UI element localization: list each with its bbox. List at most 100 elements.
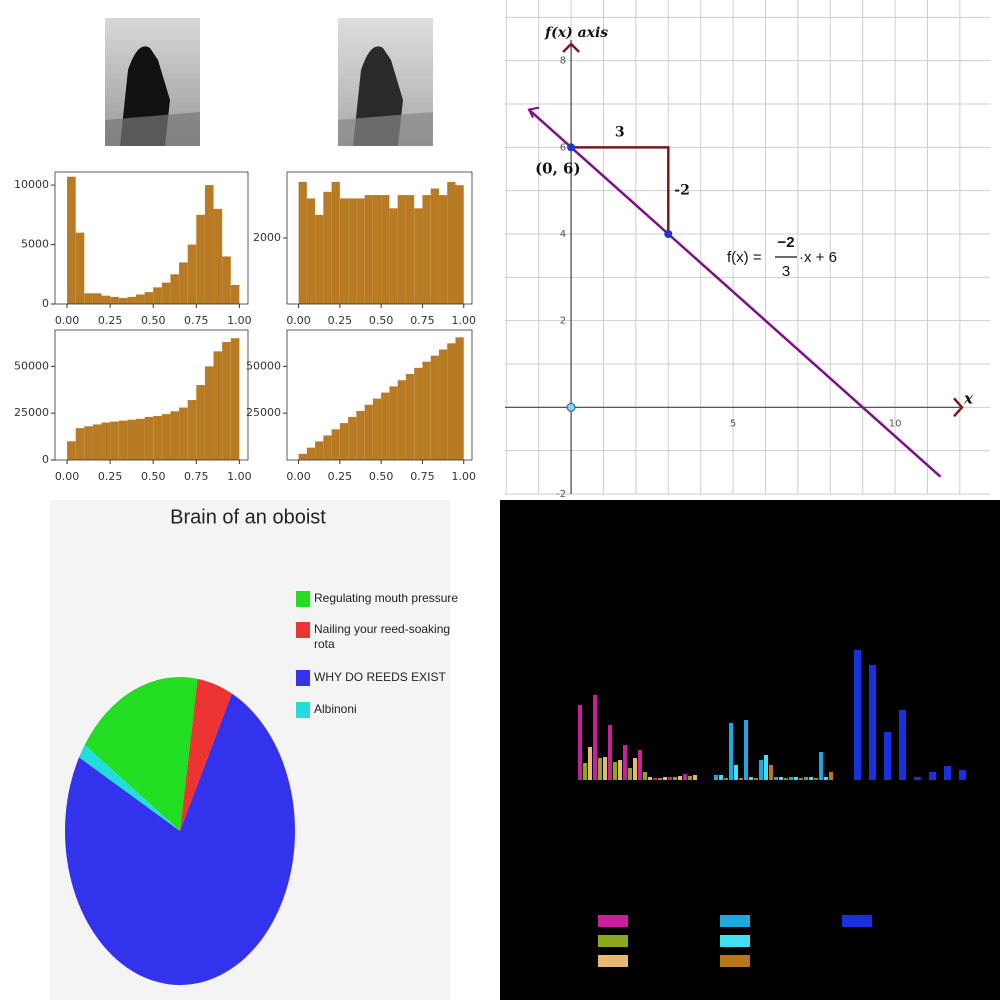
legend-label: Nailing your reed-soaking rota (314, 622, 451, 651)
bar (405, 374, 415, 460)
pie-slice (79, 744, 180, 831)
bar (381, 392, 390, 460)
bar (809, 777, 813, 780)
line (528, 108, 942, 478)
bar (422, 361, 431, 460)
bar (613, 762, 617, 780)
bar (779, 777, 783, 780)
bar (438, 349, 448, 460)
y-tick-label: 50000 (246, 359, 281, 372)
legend-swatch (296, 622, 310, 638)
x-axis-title: x (963, 389, 974, 407)
bar (789, 777, 793, 780)
bar (161, 414, 171, 460)
x-tick-label: 1.00 (451, 470, 476, 483)
x-tick-label: 0.00 (286, 470, 311, 483)
y-tick-label: -2 (556, 489, 566, 500)
x-tick-label: 0.00 (286, 314, 311, 327)
bar (331, 181, 340, 304)
bar (348, 198, 357, 304)
bar (734, 765, 738, 780)
bar (598, 758, 602, 780)
bar (583, 763, 587, 780)
bar (161, 282, 171, 304)
bar (438, 195, 448, 304)
bar (306, 198, 316, 304)
bar (135, 294, 145, 304)
y-tick-label: 10000 (14, 178, 49, 191)
bar (683, 774, 687, 780)
bar (944, 766, 951, 780)
bar (633, 758, 637, 780)
bar (339, 423, 349, 460)
y-tick-label: 4 (560, 229, 566, 240)
bar (389, 208, 398, 304)
bar (372, 195, 382, 304)
bar (623, 745, 627, 780)
bar (339, 198, 349, 304)
bar (824, 777, 828, 780)
x-tick-label: 0.00 (55, 314, 80, 327)
bar (618, 760, 622, 780)
bar (749, 777, 753, 780)
legend-label: Albinoni (314, 702, 357, 716)
bar (364, 195, 373, 304)
bar (884, 732, 891, 780)
bar (187, 400, 197, 460)
frame (54, 329, 249, 461)
chart-title: Brain of an oboist (170, 506, 326, 528)
legend-swatch (720, 935, 750, 947)
bar (222, 341, 231, 460)
x-tick-label: 1.00 (227, 470, 252, 483)
bar (323, 435, 332, 460)
bar (135, 418, 145, 460)
bar (348, 416, 357, 460)
x-tick-label: 0.25 (98, 470, 123, 483)
formula: ·x + 6 (799, 249, 837, 266)
y-tick-label: 2000 (253, 231, 281, 244)
bar (754, 778, 758, 780)
bar (648, 777, 652, 780)
x-tick-label: 1.00 (227, 314, 252, 327)
annotation: 3 (615, 124, 625, 140)
bar (414, 208, 423, 304)
bar (455, 185, 464, 304)
bar (405, 195, 415, 304)
bar (213, 351, 223, 460)
legend-swatch (598, 955, 628, 967)
bar (658, 778, 662, 780)
axis-arrow (953, 397, 964, 418)
bar (422, 195, 431, 304)
x-tick-label: 1.00 (451, 314, 476, 327)
bar (92, 293, 102, 304)
y-tick-label: 25000 (246, 406, 281, 419)
bar (447, 343, 456, 460)
bar (153, 287, 162, 304)
formula: 3 (782, 263, 790, 280)
annotation: (0, 6) (535, 159, 581, 177)
bar (455, 337, 464, 460)
bar (230, 284, 240, 304)
x-tick-label: 0.50 (141, 470, 166, 483)
bar (372, 398, 382, 460)
x-tick-label: 10 (889, 418, 902, 429)
y-tick-label: 5000 (21, 238, 49, 251)
bar (578, 705, 582, 780)
y-tick-label: 50000 (14, 359, 49, 372)
bar (693, 775, 697, 780)
y-tick-label: 2 (560, 316, 566, 327)
frame (54, 171, 249, 305)
point (664, 230, 673, 238)
bar (714, 775, 718, 780)
bar (67, 176, 76, 304)
axis-arrow (562, 42, 580, 53)
y-tick-label: 0 (42, 297, 49, 310)
bar (204, 366, 214, 460)
x-tick-label: 0.25 (328, 470, 353, 483)
plot-area (505, 0, 990, 494)
bar (430, 355, 439, 460)
y-tick-label: 0 (42, 453, 49, 466)
bar (84, 426, 93, 460)
bar (759, 760, 763, 780)
